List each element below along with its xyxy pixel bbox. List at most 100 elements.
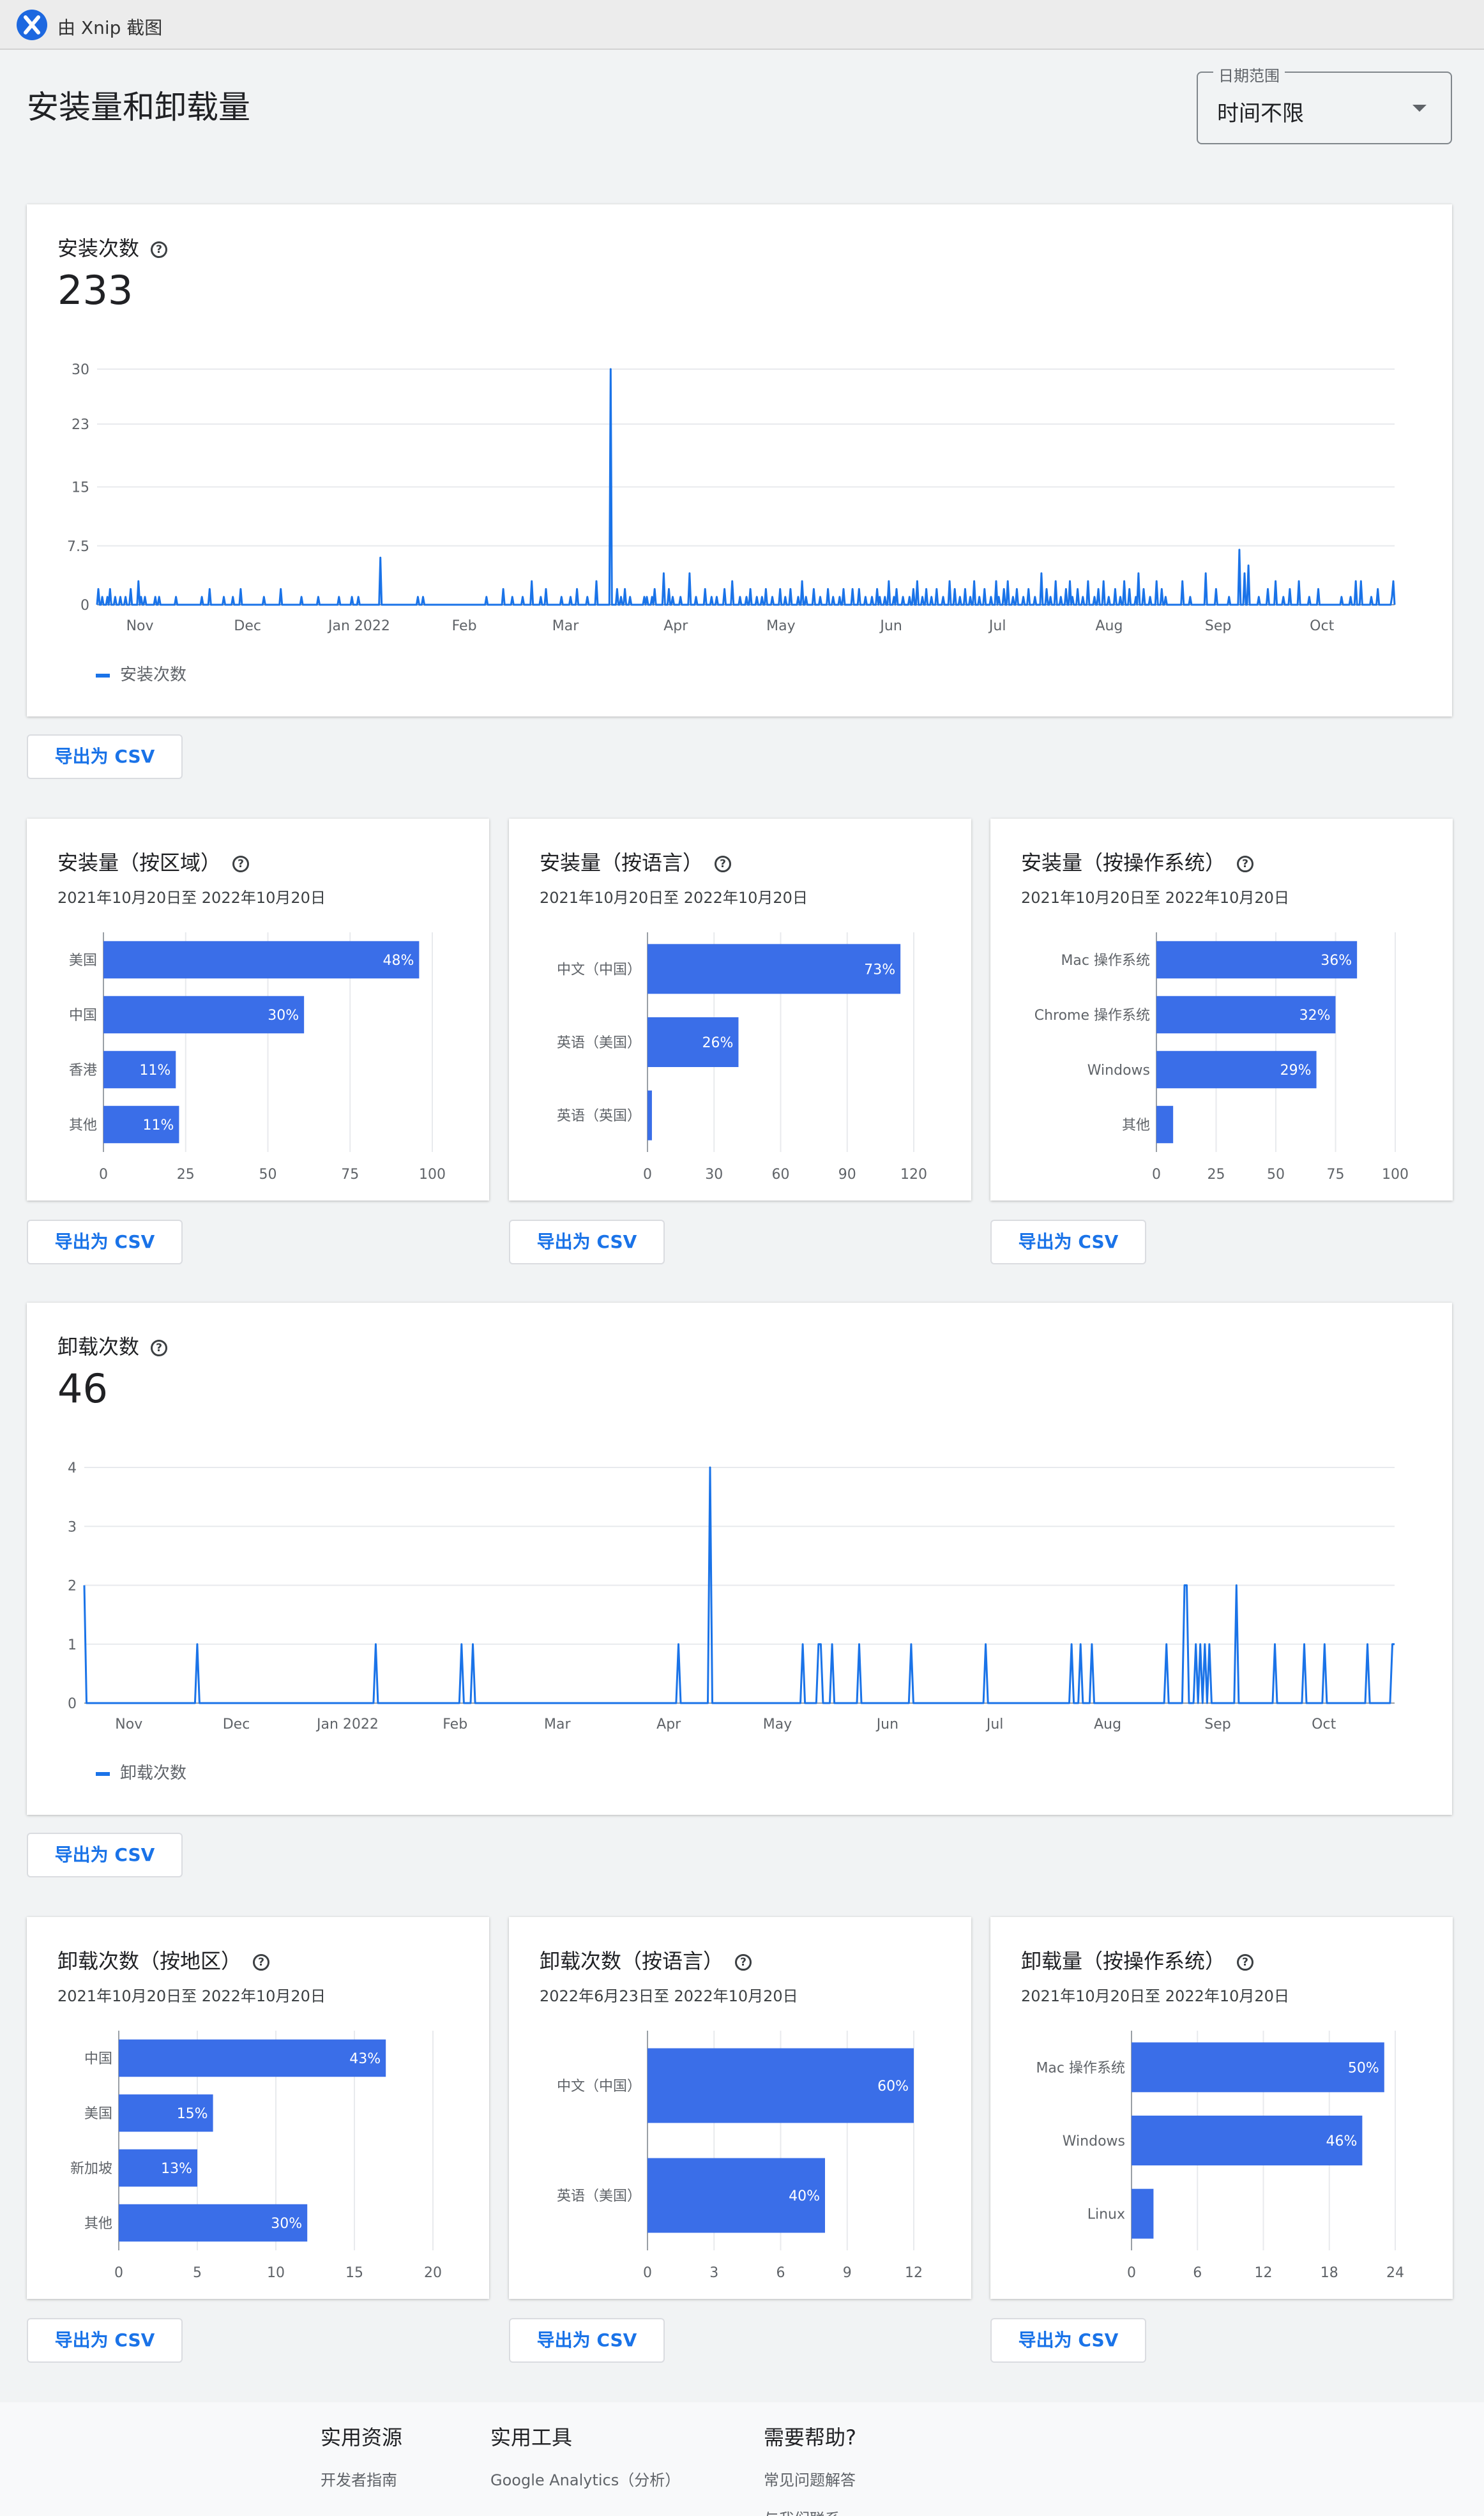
date-range-label: 日期范围: [1213, 63, 1285, 86]
x-tick-label: 120: [900, 1167, 927, 1183]
x-tick-label: 25: [1208, 1167, 1225, 1183]
category-label: 中国: [69, 1008, 97, 1024]
y-tick-label: 3: [68, 1519, 77, 1535]
x-tick-label: Oct: [1310, 618, 1334, 634]
help-icon[interactable]: ?: [151, 241, 168, 258]
bar: [119, 2204, 308, 2242]
bar: [1156, 941, 1358, 979]
help-icon[interactable]: ?: [1237, 856, 1254, 872]
uninstalls-by-language-export-csv-button[interactable]: 导出为 CSV: [509, 2318, 665, 2363]
bar: [647, 2048, 914, 2123]
installs-export-csv-button[interactable]: 导出为 CSV: [27, 734, 183, 779]
footer-heading: 实用工具: [490, 2425, 573, 2450]
installs-by-os-title: 安装量（按操作系统）?: [1021, 847, 1254, 876]
installs-by-region-bar-chart: 0 25 50 75 100 美国 48% 中国 30% 香港 11% 其他 11%: [69, 932, 446, 1183]
x-tick-label: Jan 2022: [315, 1716, 379, 1732]
x-tick-label: Dec: [223, 1716, 250, 1732]
uninstalls-by-region-date-range: 2021年10月20日至 2022年10月20日: [57, 1987, 326, 2005]
help-icon[interactable]: ?: [253, 1954, 270, 1971]
bar-data-label: 32%: [1299, 1008, 1331, 1024]
help-icon[interactable]: ?: [232, 856, 250, 872]
uninstalls-total: 46: [57, 1365, 108, 1412]
installs-by-os-bar-chart: 0 25 50 75 100 Mac 操作系统 36% Chrome 操作系统 32% Windo…: [1034, 932, 1409, 1183]
installs-legend-label: 安装次数: [120, 665, 187, 685]
x-tick-label: 24: [1386, 2265, 1404, 2281]
bar: [1132, 2042, 1384, 2093]
x-tick-label: 0: [114, 2265, 123, 2281]
help-icon[interactable]: ?: [715, 856, 732, 872]
x-tick-label: 25: [177, 1167, 195, 1183]
category-label: Chrome 操作系统: [1034, 1008, 1150, 1024]
category-label: 美国: [69, 953, 97, 969]
help-icon[interactable]: ?: [735, 1954, 752, 1971]
bar: [1132, 2116, 1363, 2165]
bar-data-label: 36%: [1321, 953, 1352, 969]
x-tick-label: Feb: [443, 1716, 467, 1732]
bar-data-label: 30%: [271, 2216, 302, 2232]
bar: [103, 1105, 179, 1144]
bar: [1156, 996, 1336, 1034]
installs-by-region-title: 安装量（按区域）?: [57, 847, 250, 876]
x-tick-label: 30: [705, 1167, 723, 1183]
card-title-text: 卸载次数（按语言）: [540, 1949, 724, 1973]
x-tick-label: May: [766, 618, 795, 634]
uninstalls-by-region-bar-chart: 0 5 10 15 20 中国 43% 美国 15% 新加坡 13% 其他 30%: [70, 2031, 442, 2281]
bar: [103, 1050, 176, 1089]
x-tick-label: 12: [1255, 2265, 1273, 2281]
installs-by-region-export-csv-button[interactable]: 导出为 CSV: [27, 1220, 183, 1264]
installs-by-language-export-csv-button[interactable]: 导出为 CSV: [509, 1220, 665, 1264]
bar-data-label: 13%: [161, 2161, 192, 2177]
installs-by-language-date-range: 2021年10月20日至 2022年10月20日: [540, 889, 808, 907]
xnip-label: 由 Xnip 截图: [57, 17, 163, 38]
uninstalls-by-os-export-csv-button[interactable]: 导出为 CSV: [990, 2318, 1146, 2363]
category-label: Windows: [1063, 2133, 1125, 2149]
x-tick-label: Nov: [115, 1716, 142, 1732]
xnip-bar: 由 Xnip 截图: [0, 0, 1484, 50]
x-tick-label: Feb: [452, 618, 477, 634]
footer-column-resources: 实用资源 开发者指南: [321, 2421, 402, 2506]
x-tick-label: 100: [1382, 1167, 1409, 1183]
installs-by-language-card: 安装量（按语言）? 2021年10月20日至 2022年10月20日 0 30 60…: [509, 819, 971, 1201]
installs-title: 安装次数?: [57, 232, 168, 262]
bar-data-label: 26%: [702, 1035, 734, 1051]
y-tick-label: 15: [72, 480, 89, 496]
uninstalls-legend-label: 卸载次数: [120, 1764, 187, 1783]
x-tick-label: 5: [193, 2265, 202, 2281]
y-tick-label: 0: [68, 1696, 77, 1712]
installs-by-region-card: 安装量（按区域）? 2021年10月20日至 2022年10月20日 0 25 50…: [27, 819, 489, 1201]
category-label: 中文（中国）: [557, 2079, 641, 2095]
x-tick-label: Sep: [1204, 1716, 1230, 1732]
installs-by-os-date-range: 2021年10月20日至 2022年10月20日: [1021, 889, 1289, 907]
footer-link-google-analytics[interactable]: Google Analytics（分析）: [490, 2471, 681, 2489]
bar: [647, 1017, 739, 1067]
x-tick-label: Jun: [875, 1716, 898, 1732]
bar: [119, 2094, 213, 2132]
category-label: 英语（美国）: [557, 1035, 641, 1051]
uninstalls-export-csv-button[interactable]: 导出为 CSV: [27, 1833, 183, 1877]
uninstalls-title: 卸载次数?: [57, 1331, 168, 1360]
footer-link-developer-guide[interactable]: 开发者指南: [321, 2471, 397, 2489]
x-tick-label: Apr: [663, 618, 688, 634]
footer-heading: 实用资源: [321, 2425, 403, 2450]
uninstalls-title-text: 卸载次数: [57, 1335, 140, 1359]
footer-link-faq[interactable]: 常见问题解答: [764, 2471, 856, 2489]
category-label: Windows: [1087, 1063, 1150, 1079]
bar: [119, 2039, 386, 2077]
category-label: Mac 操作系统: [1036, 2060, 1125, 2076]
x-tick-label: Jul: [985, 1716, 1004, 1732]
category-label: 英语（美国）: [557, 2188, 641, 2204]
category-label: 新加坡: [70, 2161, 112, 2177]
card-title-text: 卸载量（按操作系统）: [1021, 1949, 1226, 1973]
installs-by-os-export-csv-button[interactable]: 导出为 CSV: [990, 1220, 1146, 1264]
help-icon[interactable]: ?: [1237, 1954, 1254, 1971]
category-label: 英语（英国）: [557, 1109, 641, 1125]
uninstalls-legend: 卸载次数: [96, 1760, 186, 1784]
x-tick-label: Mar: [552, 618, 579, 634]
uninstalls-by-region-export-csv-button[interactable]: 导出为 CSV: [27, 2318, 183, 2363]
date-range-select[interactable]: 日期范围 时间不限: [1197, 63, 1452, 144]
footer-link-contact-us[interactable]: 与我们联系: [764, 2506, 856, 2516]
dropdown-arrow-icon[interactable]: [1412, 105, 1427, 112]
help-icon[interactable]: ?: [151, 1340, 168, 1356]
x-tick-label: Jun: [879, 618, 902, 634]
x-tick-label: Jan 2022: [327, 618, 390, 634]
